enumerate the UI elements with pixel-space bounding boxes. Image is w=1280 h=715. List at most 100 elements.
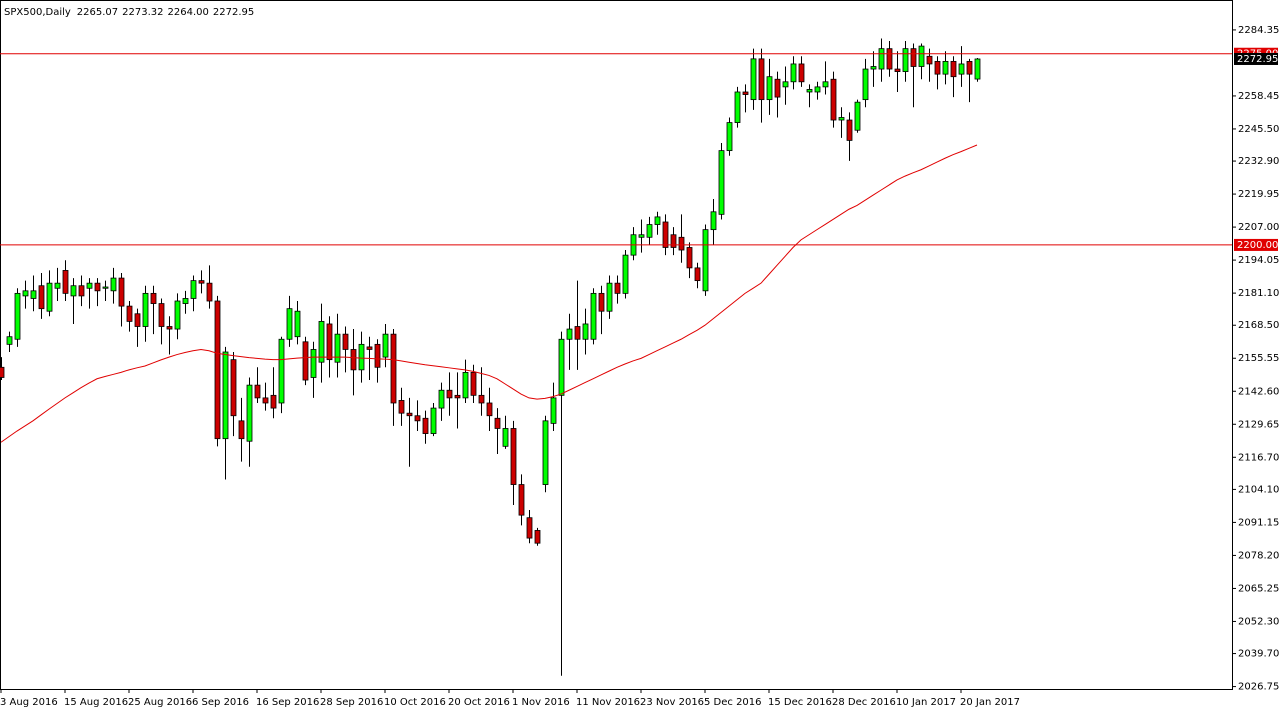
- x-tick-label: 25 Aug 2016: [128, 697, 192, 708]
- candle-body: [222, 351, 229, 440]
- x-tick-label: 20 Oct 2016: [448, 697, 510, 708]
- candle-body: [414, 415, 421, 422]
- candle-body: [550, 397, 557, 424]
- x-tick-label: 6 Sep 2016: [192, 697, 249, 708]
- candle-body: [174, 300, 181, 330]
- candle-body: [390, 333, 397, 404]
- candle-body: [422, 417, 429, 434]
- x-tick-label: 11 Nov 2016: [576, 697, 640, 708]
- chart-header: SPX500,Daily 2265.07 2273.32 2264.00 2272.95: [4, 7, 254, 18]
- price-level-tag: [1234, 238, 1278, 251]
- candle-body: [86, 282, 93, 289]
- candle-body: [694, 267, 701, 282]
- candle-body: [0, 366, 5, 378]
- candle-body: [254, 384, 261, 399]
- candle-body: [974, 58, 981, 80]
- candle-body: [430, 407, 437, 434]
- candle-body: [38, 285, 45, 310]
- candle-body: [582, 323, 589, 340]
- current-price-tag: [1234, 52, 1278, 65]
- x-tick-label: 3 Aug 2016: [0, 697, 58, 708]
- candle-body: [30, 290, 37, 299]
- x-tick-label: 23 Nov 2016: [640, 697, 704, 708]
- candle-body: [870, 66, 877, 70]
- candle-body: [822, 81, 829, 88]
- candle-body: [726, 122, 733, 152]
- candle-body: [14, 292, 21, 340]
- candle-body: [238, 420, 245, 440]
- candle-body: [766, 76, 773, 101]
- candle-body: [710, 211, 717, 231]
- x-tick-label: 10 Oct 2016: [384, 697, 446, 708]
- x-tick-label: 20 Jan 2017: [960, 697, 1020, 708]
- candle-body: [910, 48, 917, 67]
- x-tick-label: 10 Jan 2017: [896, 697, 956, 708]
- candle-body: [166, 326, 173, 330]
- candle-body: [534, 530, 541, 544]
- candle-body: [950, 60, 957, 78]
- candle-body: [54, 282, 61, 289]
- ohlc-close: 2272.95: [213, 7, 254, 18]
- candle-body: [382, 333, 389, 358]
- ohlc-low: 2264.00: [168, 7, 209, 18]
- y-tick-label: 2116.70: [1238, 452, 1279, 463]
- candle-body: [510, 428, 517, 485]
- candle-body: [686, 247, 693, 269]
- candle-body: [782, 81, 789, 88]
- candle-body: [598, 292, 605, 312]
- candle-body: [358, 343, 365, 371]
- x-tick-label: 1 Nov 2016: [512, 697, 570, 708]
- x-tick-label: 16 Sep 2016: [256, 697, 319, 708]
- candle-body: [662, 221, 669, 248]
- candle-body: [294, 310, 301, 338]
- candle-body: [614, 282, 621, 294]
- ohlc-high: 2273.32: [122, 7, 163, 18]
- x-tick-label: 28 Sep 2016: [320, 697, 383, 708]
- current-price-label: 2272.95: [1237, 54, 1278, 65]
- candle-body: [750, 58, 757, 101]
- candle-body: [518, 484, 525, 516]
- candle-body: [198, 280, 205, 284]
- y-tick-label: 2039.70: [1238, 649, 1279, 660]
- candle-body: [326, 323, 333, 361]
- y-tick-label: 2155.55: [1238, 353, 1279, 364]
- candle-body: [230, 359, 237, 417]
- plot-frame: [0, 0, 1233, 690]
- candle-body: [902, 48, 909, 72]
- candle-body: [758, 58, 765, 101]
- candle-body: [806, 89, 813, 93]
- candle-body: [126, 305, 133, 322]
- candle-body: [934, 60, 941, 75]
- candle-body: [446, 389, 453, 399]
- candle-body: [246, 384, 253, 442]
- candle-body: [542, 420, 549, 485]
- candle-body: [438, 389, 445, 409]
- y-tick-label: 2245.50: [1238, 124, 1279, 135]
- candle-body: [862, 68, 869, 101]
- y-tick-label: 2104.10: [1238, 484, 1279, 495]
- y-tick-label: 2258.45: [1238, 91, 1279, 102]
- candle-body: [206, 282, 213, 302]
- candle-body: [350, 349, 357, 371]
- y-tick-label: 2219.95: [1238, 189, 1279, 200]
- candle-body: [110, 277, 117, 292]
- candle-body: [190, 280, 197, 299]
- candle-body: [182, 298, 189, 304]
- x-tick-label: 15 Aug 2016: [64, 697, 128, 708]
- y-tick-label: 2284.35: [1238, 25, 1279, 36]
- y-tick-label: 2026.75: [1238, 682, 1279, 693]
- candle-body: [966, 60, 973, 75]
- candle-body: [470, 371, 477, 396]
- candle-body: [366, 346, 373, 350]
- candle-body: [478, 394, 485, 404]
- x-tick-label: 5 Dec 2016: [704, 697, 762, 708]
- candle-body: [214, 300, 221, 440]
- candle-body: [886, 48, 893, 70]
- candle-body: [118, 277, 125, 307]
- x-tick-label: 28 Dec 2016: [832, 697, 896, 708]
- candle-body: [94, 282, 101, 292]
- moving-average: [0, 144, 978, 443]
- candle-body: [78, 285, 85, 297]
- y-tick-label: 2194.05: [1238, 255, 1279, 266]
